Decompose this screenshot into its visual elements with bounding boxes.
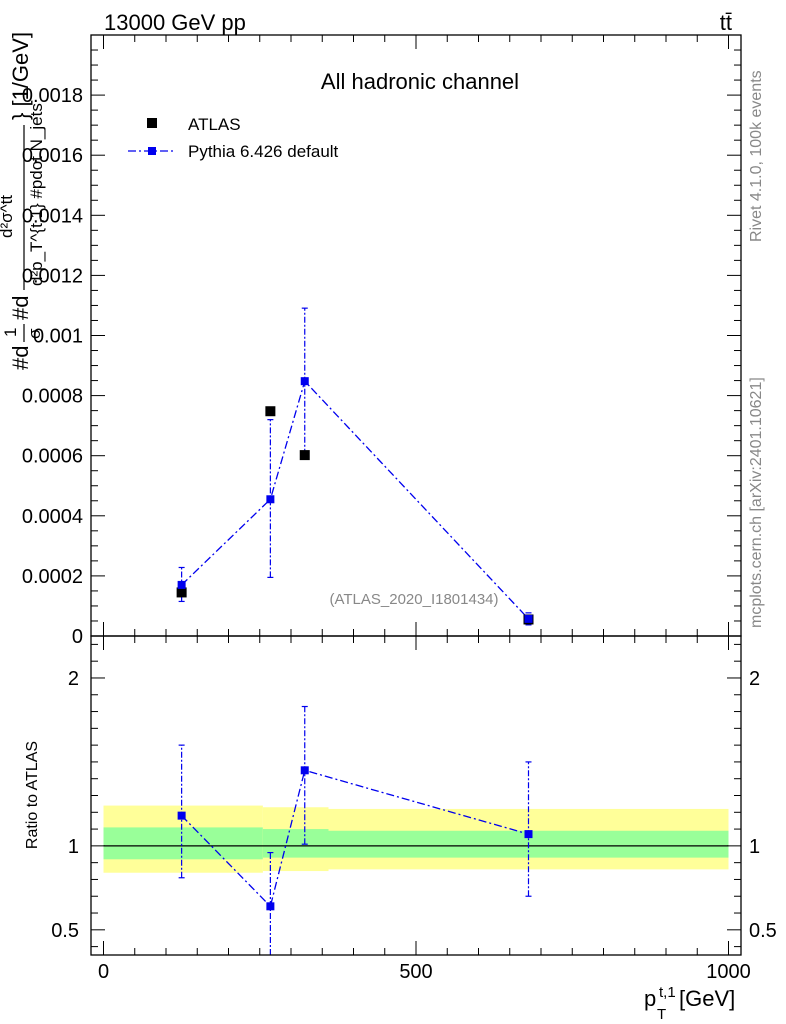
x-label-unit: [GeV] bbox=[679, 986, 735, 1011]
main-y-tick-label: 0.0004 bbox=[22, 506, 83, 528]
ratio-y-tick-label-right: 2 bbox=[749, 668, 760, 690]
main-y-tick-labels: 0 0.0002 0.0004 0.0006 0.0008 0.001 0.0012 0.00… bbox=[22, 85, 83, 648]
y-label-frac1-num: 1 bbox=[1, 328, 20, 337]
ratio-x-tick-label: 0 bbox=[98, 961, 109, 983]
ratio-y-tick-labels: 0.5 0.5 1 1 2 2 bbox=[51, 668, 777, 942]
mc-data-point bbox=[177, 580, 186, 589]
analysis-watermark: (ATLAS_2020_I1801434) bbox=[329, 591, 498, 608]
main-y-tick-label: 0.0016 bbox=[22, 145, 83, 167]
ratio-plot-frame bbox=[90, 635, 742, 956]
ratio-mc-line bbox=[181, 769, 529, 908]
y-label-mid: #d bbox=[8, 296, 33, 320]
atlas-data-point bbox=[176, 587, 187, 598]
legend: ATLAS Pythia 6.426 default bbox=[128, 115, 339, 161]
main-y-tick-label: 0.0018 bbox=[22, 85, 83, 107]
ratio-y-tick-label-right: 0.5 bbox=[749, 920, 777, 942]
y-label-prefix: #d bbox=[8, 346, 33, 370]
ratio-x-tick-label: 1000 bbox=[706, 961, 751, 983]
mc-data-point bbox=[524, 614, 533, 623]
main-y-tick-label: 0 bbox=[72, 626, 83, 648]
x-axis-label: p T t,1 [GeV] bbox=[644, 984, 735, 1023]
main-error-bars bbox=[178, 307, 532, 626]
ratio-x-tick-label: 500 bbox=[399, 961, 432, 983]
main-y-tick-label: 0.0002 bbox=[22, 566, 83, 588]
ratio-axis-ticks bbox=[91, 636, 741, 955]
legend-atlas-label: ATLAS bbox=[188, 115, 241, 134]
ratio-y-tick-label-left: 2 bbox=[68, 668, 79, 690]
ratio-mc-point bbox=[524, 830, 533, 839]
y-label-frac2-num: d²σ^tt̄ bbox=[0, 195, 16, 238]
main-y-tick-label: 0.0012 bbox=[22, 265, 83, 287]
ratio-mc-point bbox=[177, 811, 186, 820]
ratio-y-axis-label: Ratio to ATLAS bbox=[24, 741, 41, 849]
mc-series-line bbox=[181, 379, 529, 620]
ratio-uncertainty-bands bbox=[103, 805, 729, 873]
x-label-sub: T bbox=[657, 1006, 666, 1023]
ratio-inner-band bbox=[262, 829, 329, 858]
mc-data-point bbox=[266, 495, 275, 504]
x-label-sup: t,1 bbox=[659, 984, 676, 1001]
ratio-y-tick-label-left: 1 bbox=[68, 836, 79, 858]
legend-mc-label: Pythia 6.426 default bbox=[188, 142, 339, 161]
legend-mc-marker bbox=[148, 147, 156, 155]
main-y-tick-label: 0.0014 bbox=[22, 205, 83, 227]
ratio-y-tick-label-right: 1 bbox=[749, 836, 760, 858]
energy-label: 13000 GeV pp bbox=[104, 10, 246, 35]
ratio-mc-point bbox=[300, 766, 309, 775]
main-y-tick-label: 0.0006 bbox=[22, 446, 83, 468]
ratio-y-tick-label-left: 0.5 bbox=[51, 920, 79, 942]
mc-series-markers bbox=[177, 377, 533, 623]
ratio-panel: 0.5 0.5 1 1 2 2 0 500 1000 Ratio to ATLAS p T t… bbox=[24, 635, 777, 1023]
x-label-main: p bbox=[644, 986, 656, 1011]
atlas-data-point bbox=[265, 406, 276, 417]
process-label: tt̄ bbox=[720, 10, 732, 35]
y-label-frac1-den: σ bbox=[25, 328, 44, 339]
mcplots-source-label: mcplots.cern.ch [arXiv:2401.10621] bbox=[748, 377, 765, 628]
main-axis-ticks bbox=[91, 34, 741, 637]
y-label-frac2-den: d²p_T^{t,1} #pdot N_jets bbox=[27, 103, 46, 286]
main-y-tick-label: 0.0008 bbox=[22, 386, 83, 408]
main-panel: 0 0.0002 0.0004 0.0006 0.0008 0.001 0.0012 0.00… bbox=[0, 32, 742, 648]
main-y-axis-label: #d 1 σ #d d²σ^tt̄ d²p_T^{t,1} #pdot N_je… bbox=[0, 32, 46, 370]
rivet-version-label: Rivet 4.1.0, 100k events bbox=[748, 70, 765, 242]
ratio-mc-markers bbox=[177, 766, 533, 911]
ratio-inner-band bbox=[103, 827, 263, 860]
main-y-tick-label: 0.001 bbox=[33, 326, 83, 348]
legend-atlas-marker bbox=[147, 118, 157, 128]
y-label-unit: } [1/GeV] bbox=[8, 32, 33, 120]
chart-title: All hadronic channel bbox=[321, 69, 519, 94]
atlas-data-point bbox=[299, 450, 310, 461]
ratio-x-tick-labels: 0 500 1000 bbox=[98, 961, 751, 983]
ratio-mc-point bbox=[266, 902, 275, 911]
mc-data-point bbox=[300, 377, 309, 386]
